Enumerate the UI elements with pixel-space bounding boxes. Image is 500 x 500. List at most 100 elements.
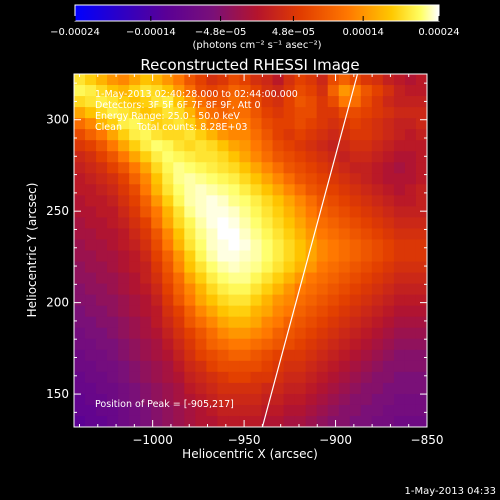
heatmap-cell <box>272 338 285 351</box>
heatmap-cell <box>360 151 373 163</box>
heatmap-cell <box>140 195 152 207</box>
heatmap-cell <box>206 85 219 97</box>
heatmap-cell <box>272 162 285 174</box>
heatmap-cell <box>360 294 373 307</box>
heatmap-cell <box>129 184 141 196</box>
heatmap-cell <box>206 239 219 252</box>
heatmap-cell <box>349 371 362 384</box>
heatmap-cell <box>129 393 141 406</box>
heatmap-cell <box>393 415 406 427</box>
heatmap-cell <box>239 118 252 130</box>
heatmap-cell <box>382 316 395 329</box>
heatmap-cell <box>261 327 274 340</box>
heatmap-cell <box>316 283 329 296</box>
heatmap-cell <box>305 305 318 318</box>
heatmap-cell <box>371 96 384 108</box>
heatmap-cell <box>305 206 318 219</box>
heatmap-cell <box>195 272 207 285</box>
heatmap-cell <box>239 74 252 86</box>
heatmap-cell <box>272 393 285 406</box>
heatmap-cell <box>316 217 329 230</box>
heatmap-cell <box>74 283 86 296</box>
heatmap-cell <box>316 327 329 340</box>
heatmap-cell <box>250 140 263 152</box>
heatmap-cell <box>382 349 395 362</box>
heatmap-cell <box>338 107 351 119</box>
heatmap-cell <box>129 338 141 351</box>
heatmap-cell <box>327 162 340 174</box>
heatmap-cell <box>184 294 196 307</box>
heatmap-cell <box>228 261 241 274</box>
heatmap-cell <box>85 85 97 97</box>
heatmap-cell <box>184 140 196 152</box>
heatmap-cell <box>415 294 427 307</box>
heatmap-cell <box>250 382 263 395</box>
heatmap-cell <box>206 404 219 417</box>
heatmap-cell <box>107 338 119 351</box>
heatmap-cell <box>382 327 395 340</box>
heatmap-cell <box>371 349 384 362</box>
heatmap-cell <box>140 151 152 163</box>
heatmap-cell <box>173 283 185 296</box>
heatmap-cell <box>316 294 329 307</box>
heatmap-cell <box>228 404 241 417</box>
heatmap-cell <box>217 283 230 296</box>
heatmap-cell <box>360 107 373 119</box>
heatmap-cell <box>239 239 252 252</box>
heatmap-cell <box>195 250 207 263</box>
heatmap-cell <box>206 272 219 285</box>
heatmap-cell <box>85 228 97 241</box>
heatmap-cell <box>162 294 174 307</box>
heatmap-cell <box>371 129 384 141</box>
heatmap-cell <box>349 228 362 241</box>
heatmap-cell <box>206 162 219 174</box>
heatmap-cell <box>96 415 108 427</box>
heatmap-cell <box>382 250 395 263</box>
heatmap-cell <box>404 327 417 340</box>
heatmap-cell <box>415 206 427 219</box>
heatmap-cell <box>173 415 185 427</box>
heatmap-cell <box>382 129 395 141</box>
heatmap-cell <box>118 393 130 406</box>
heatmap-cell <box>228 162 241 174</box>
heatmap-cell <box>360 118 373 130</box>
heatmap-cell <box>74 349 86 362</box>
heatmap-cell <box>228 371 241 384</box>
heatmap-cell <box>206 338 219 351</box>
heatmap-cell <box>140 393 152 406</box>
heatmap-cell <box>107 261 119 274</box>
heatmap-cell <box>404 217 417 230</box>
heatmap-cell <box>250 272 263 285</box>
heatmap-cell <box>162 228 174 241</box>
heatmap-cell <box>327 151 340 163</box>
heatmap-cell <box>85 195 97 207</box>
heatmap-cell <box>338 250 351 263</box>
heatmap-cell <box>294 195 307 207</box>
heatmap-cell <box>261 283 274 296</box>
heatmap-cell <box>184 349 196 362</box>
heatmap-cell <box>118 118 130 130</box>
heatmap-cell <box>283 140 296 152</box>
heatmap-cell <box>118 239 130 252</box>
heatmap-cell <box>371 74 384 86</box>
heatmap-cell <box>173 239 185 252</box>
heatmap-cell <box>371 151 384 163</box>
heatmap-cell <box>294 404 307 417</box>
heatmap-cell <box>250 404 263 417</box>
heatmap-cell <box>404 228 417 241</box>
heatmap-cell <box>415 349 427 362</box>
heatmap-cell <box>140 85 152 97</box>
heatmap-cell <box>305 382 318 395</box>
heatmap-cell <box>316 107 329 119</box>
heatmap-cell <box>360 140 373 152</box>
heatmap-cell <box>228 228 241 241</box>
heatmap-cell <box>107 327 119 340</box>
heatmap-cell <box>404 129 417 141</box>
heatmap-cell <box>195 151 207 163</box>
heatmap-cell <box>85 239 97 252</box>
heatmap-cell <box>140 294 152 307</box>
heatmap-cell <box>239 371 252 384</box>
heatmap-cell <box>85 261 97 274</box>
heatmap-cell <box>316 206 329 219</box>
heatmap-cell <box>85 283 97 296</box>
